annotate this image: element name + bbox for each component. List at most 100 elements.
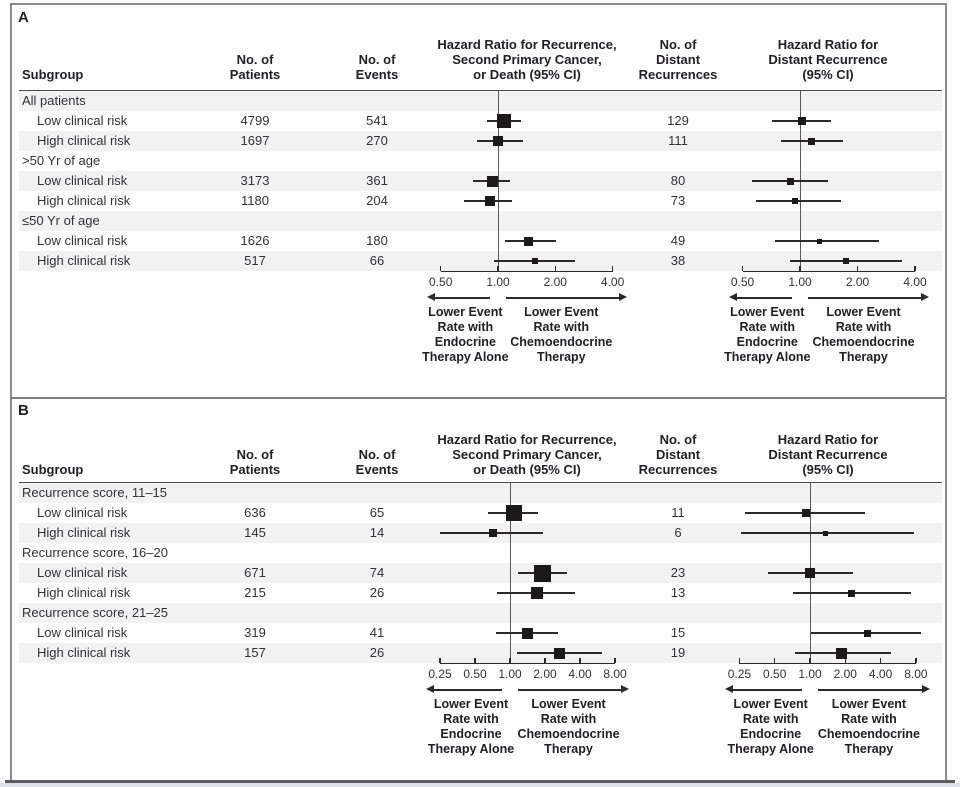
events-count: 14 <box>369 525 385 540</box>
column-header-hr-recurrence: Hazard Ratio for Recurrence, Second Prim… <box>437 37 617 82</box>
reference-line-hr-1 <box>510 483 511 663</box>
events-count: 74 <box>369 565 385 580</box>
x-axis-tick <box>914 266 916 271</box>
patients-count: 145 <box>244 525 266 540</box>
x-axis-line <box>739 663 916 665</box>
x-axis-tick-label: 4.00 <box>568 667 592 681</box>
subgroup-item-label: High clinical risk <box>37 253 131 268</box>
right-arrow-line <box>506 297 619 299</box>
x-axis-tick <box>799 266 801 271</box>
patients-count: 319 <box>244 625 266 640</box>
patients-count: 3173 <box>240 173 270 188</box>
row-shading-band <box>19 603 942 623</box>
hr-point-marker <box>808 137 816 145</box>
events-count: 180 <box>366 233 388 248</box>
subgroup-group-label: >50 Yr of age <box>22 153 101 168</box>
x-axis-tick <box>474 658 476 663</box>
subgroup-group-label: Recurrence score, 21–25 <box>22 605 168 620</box>
subgroup-item-label: Low clinical risk <box>37 173 128 188</box>
x-axis-tick <box>439 658 441 663</box>
x-axis-tick-label: 8.00 <box>603 667 627 681</box>
hr-point-marker <box>489 529 498 537</box>
column-header-patients: No. of Patients <box>229 52 281 82</box>
distant-recurrences-count: 19 <box>670 645 686 660</box>
events-count: 65 <box>369 505 385 520</box>
patients-count: 636 <box>244 505 266 520</box>
hr-point-marker <box>493 136 503 146</box>
right-arrow-line <box>818 689 922 691</box>
hr-point-marker <box>863 629 871 637</box>
left-arrow-line <box>434 297 490 299</box>
distant-recurrences-count: 73 <box>670 193 686 208</box>
hr-point-marker <box>836 647 848 659</box>
subgroup-item-label: Low clinical risk <box>37 625 128 640</box>
hr-point-marker <box>485 196 496 206</box>
column-header-subgroup: Subgroup <box>22 462 84 477</box>
figure-border-left <box>10 3 12 781</box>
x-axis-tick <box>554 266 556 271</box>
right-arrowhead-icon <box>618 293 627 301</box>
figure-border-top <box>10 3 945 5</box>
x-axis-tick <box>497 266 499 271</box>
x-axis-tick-label: 2.00 <box>543 275 567 289</box>
x-axis-tick <box>844 658 846 663</box>
left-arrowhead-icon <box>725 685 734 693</box>
x-axis-tick-label: 0.50 <box>730 275 755 289</box>
x-axis-tick-label: 1.00 <box>788 275 812 289</box>
arrow-label-chemoendocrine: Lower Event Rate with Chemoendocrine The… <box>817 697 920 756</box>
distant-recurrences-count: 80 <box>670 173 686 188</box>
column-header-hr-distant: Hazard Ratio for Distant Recurrence (95%… <box>768 432 888 477</box>
distant-recurrences-count: 23 <box>670 565 686 580</box>
left-arrow-line <box>736 297 792 299</box>
left-arrow-line <box>434 689 502 691</box>
ci-line <box>775 240 879 242</box>
x-axis-tick-label: 2.00 <box>833 667 857 681</box>
x-axis-tick-label: 4.00 <box>903 275 927 289</box>
hr-point-marker <box>798 117 807 125</box>
hr-point-marker <box>553 647 565 659</box>
events-count: 26 <box>369 585 385 600</box>
panel-label-b: B <box>18 402 29 419</box>
header-rule <box>19 482 942 483</box>
row-shading-band <box>19 563 942 583</box>
x-axis-tick-label: 2.00 <box>845 275 870 289</box>
row-shading-band <box>19 251 942 271</box>
right-arrowhead-icon <box>921 293 929 301</box>
subgroup-group-label: All patients <box>22 93 86 108</box>
distant-recurrences-count: 49 <box>670 233 686 248</box>
x-axis-tick-label: 0.25 <box>727 667 752 681</box>
subgroup-group-label: Recurrence score, 11–15 <box>22 485 168 500</box>
x-axis-tick <box>879 658 882 663</box>
x-axis-tick <box>809 658 811 663</box>
hr-point-marker <box>822 530 828 536</box>
arrow-label-endocrine-alone: Lower Event Rate with Endocrine Therapy … <box>427 697 515 756</box>
events-count: 270 <box>366 133 388 148</box>
subgroup-item-label: High clinical risk <box>37 525 131 540</box>
ci-line <box>756 200 842 202</box>
column-header-subgroup: Subgroup <box>22 67 84 82</box>
column-header-events: No. of Events <box>355 447 399 477</box>
distant-recurrences-count: 129 <box>667 113 689 128</box>
events-count: 541 <box>366 113 388 128</box>
header-rule <box>19 90 942 91</box>
events-count: 204 <box>366 193 388 208</box>
row-shading-band <box>19 643 942 663</box>
x-axis-tick-label: 4.00 <box>600 275 625 289</box>
patients-count: 1180 <box>241 193 269 208</box>
right-arrowhead-icon <box>621 685 629 693</box>
right-arrow-line <box>808 297 921 299</box>
x-axis-tick-label: 2.00 <box>533 667 557 681</box>
distant-recurrences-count: 6 <box>674 525 682 540</box>
subgroup-item-label: High clinical risk <box>37 133 131 148</box>
hr-point-marker <box>524 236 534 246</box>
column-header-distant-recurrences: No. of Distant Recurrences <box>638 432 718 477</box>
x-axis-tick-label: 4.00 <box>868 667 893 681</box>
x-axis-line <box>742 271 915 273</box>
figure-border-bottom <box>5 780 955 783</box>
hr-point-marker <box>532 258 539 264</box>
arrow-label-chemoendocrine: Lower Event Rate with Chemoendocrine The… <box>812 305 915 364</box>
hr-point-marker <box>805 568 815 578</box>
hr-point-marker <box>801 509 810 517</box>
x-axis-tick <box>440 266 442 271</box>
patients-count: 671 <box>244 565 266 580</box>
